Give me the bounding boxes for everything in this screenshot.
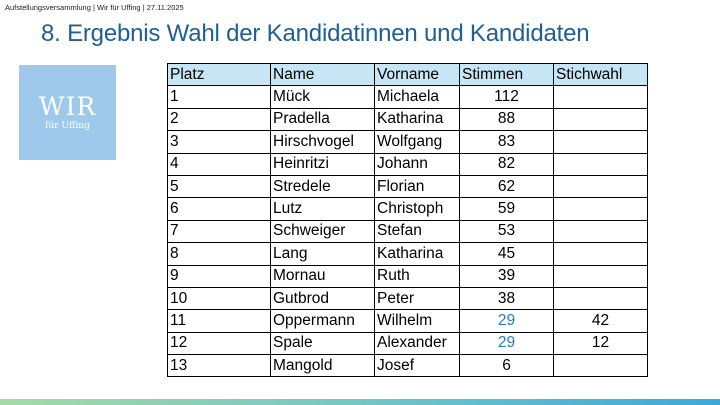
logo-wir-text: WIR (38, 92, 97, 121)
cell-platz: 12 (167, 331, 271, 356)
cell-vorname: Josef (374, 354, 460, 378)
table-row: 4 Heinritzi Johann 82 (167, 152, 648, 176)
cell-stimmen: 82 (459, 152, 554, 176)
cell-name: Mangold (270, 354, 375, 378)
cell-stimmen: 29 (459, 309, 554, 333)
cell-name: Schweiger (270, 219, 375, 244)
cell-stimmen: 6 (459, 354, 554, 378)
cell-name: Mornau (270, 264, 375, 288)
cell-name: Gutbrod (270, 286, 375, 311)
cell-platz: 8 (167, 242, 271, 266)
cell-vorname: Stefan (374, 219, 460, 244)
cell-platz: 13 (167, 354, 271, 378)
table-row: 5 Stredele Florian 62 (167, 174, 648, 199)
results-table: Platz Name Vorname Stimmen Stichwahl 1 Mü… (167, 62, 648, 378)
cell-stichwahl (553, 354, 648, 378)
header-stichwahl: Stichwahl (553, 62, 648, 87)
cell-platz: 5 (167, 174, 271, 199)
table-row: 2 Pradella Katharina 88 (167, 107, 648, 132)
cell-stichwahl (553, 174, 648, 199)
cell-name: Hirschvogel (270, 130, 375, 154)
cell-vorname: Christoph (374, 197, 460, 221)
cell-stimmen: 83 (459, 130, 554, 154)
logo-box: WIR für Uffing (19, 65, 116, 160)
cell-platz: 1 (167, 85, 271, 109)
cell-stimmen: 39 (459, 264, 554, 288)
table-row: 6 Lutz Christoph 59 (167, 197, 648, 221)
cell-name: Oppermann (270, 309, 375, 333)
cell-stimmen: 62 (459, 174, 554, 199)
cell-platz: 9 (167, 264, 271, 288)
cell-stimmen: 45 (459, 242, 554, 266)
table-row: 8 Lang Katharina 45 (167, 242, 648, 266)
slide-title: 8. Ergebnis Wahl der Kandidatinnen und K… (41, 20, 590, 47)
cell-vorname: Katharina (374, 242, 460, 266)
cell-vorname: Michaela (374, 85, 460, 109)
header-vorname: Vorname (374, 62, 460, 87)
cell-name: Lang (270, 242, 375, 266)
cell-stimmen: 88 (459, 107, 554, 132)
table-row: 7 Schweiger Stefan 53 (167, 219, 648, 244)
cell-stimmen: 38 (459, 286, 554, 311)
cell-platz: 3 (167, 130, 271, 154)
header-platz: Platz (167, 62, 271, 87)
cell-stichwahl (553, 197, 648, 221)
cell-vorname: Peter (374, 286, 460, 311)
cell-stichwahl (553, 107, 648, 132)
table-row: 11 Oppermann Wilhelm 29 42 (167, 309, 648, 333)
logo: WIR für Uffing (17, 63, 118, 162)
header-meta: Aufstellungsversammlung | Wir für Uffing… (5, 3, 184, 12)
table-row: 9 Mornau Ruth 39 (167, 264, 648, 288)
cell-stichwahl (553, 152, 648, 176)
cell-platz: 6 (167, 197, 271, 221)
cell-name: Pradella (270, 107, 375, 132)
cell-platz: 2 (167, 107, 271, 132)
cell-platz: 7 (167, 219, 271, 244)
cell-stimmen: 59 (459, 197, 554, 221)
cell-platz: 10 (167, 286, 271, 311)
cell-vorname: Wilhelm (374, 309, 460, 333)
table-row: 1 Mück Michaela 112 (167, 85, 648, 109)
cell-vorname: Ruth (374, 264, 460, 288)
cell-vorname: Florian (374, 174, 460, 199)
table-row: 12 Spale Alexander 29 12 (167, 331, 648, 356)
cell-stimmen: 112 (459, 85, 554, 109)
table-row: 3 Hirschvogel Wolfgang 83 (167, 130, 648, 154)
cell-stichwahl: 12 (553, 331, 648, 356)
cell-name: Lutz (270, 197, 375, 221)
cell-platz: 11 (167, 309, 271, 333)
cell-name: Heinritzi (270, 152, 375, 176)
table-row: 13 Mangold Josef 6 (167, 354, 648, 378)
cell-stichwahl (553, 242, 648, 266)
cell-vorname: Wolfgang (374, 130, 460, 154)
cell-vorname: Alexander (374, 331, 460, 356)
cell-stimmen: 29 (459, 331, 554, 356)
cell-stimmen: 53 (459, 219, 554, 244)
table-row: 10 Gutbrod Peter 38 (167, 286, 648, 311)
header-stimmen: Stimmen (459, 62, 554, 87)
cell-stichwahl: 42 (553, 309, 648, 333)
header-name: Name (270, 62, 375, 87)
cell-stichwahl (553, 286, 648, 311)
cell-stichwahl (553, 85, 648, 109)
cell-stichwahl (553, 219, 648, 244)
bottom-gradient-bar (0, 399, 720, 405)
cell-vorname: Katharina (374, 107, 460, 132)
cell-name: Spale (270, 331, 375, 356)
cell-platz: 4 (167, 152, 271, 176)
table-header-row: Platz Name Vorname Stimmen Stichwahl (167, 62, 648, 87)
cell-stichwahl (553, 130, 648, 154)
cell-name: Mück (270, 85, 375, 109)
logo-sub-text: für Uffing (45, 121, 90, 131)
cell-stichwahl (553, 264, 648, 288)
cell-name: Stredele (270, 174, 375, 199)
cell-vorname: Johann (374, 152, 460, 176)
